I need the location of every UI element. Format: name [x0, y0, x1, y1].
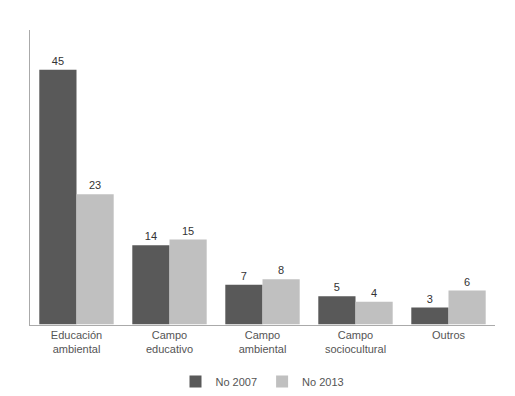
svg-text:No 2013: No 2013: [302, 376, 344, 388]
svg-text:Educaciónambiental: Educaciónambiental: [51, 329, 102, 355]
svg-text:23: 23: [89, 179, 101, 191]
svg-text:14: 14: [145, 230, 157, 242]
svg-text:6: 6: [464, 276, 470, 288]
svg-text:Camposociocultural: Camposociocultural: [325, 329, 386, 355]
svg-text:45: 45: [52, 55, 64, 67]
svg-text:Campoeducativo: Campoeducativo: [146, 329, 193, 355]
svg-text:Campoambiental: Campoambiental: [239, 329, 287, 355]
svg-text:7: 7: [241, 270, 247, 282]
svg-text:3: 3: [427, 293, 433, 305]
svg-text:5: 5: [334, 281, 340, 293]
svg-text:No 2007: No 2007: [216, 376, 258, 388]
svg-text:Outros: Outros: [432, 329, 466, 341]
svg-text:15: 15: [182, 225, 194, 237]
svg-text:8: 8: [278, 264, 284, 276]
svg-text:4: 4: [371, 287, 377, 299]
